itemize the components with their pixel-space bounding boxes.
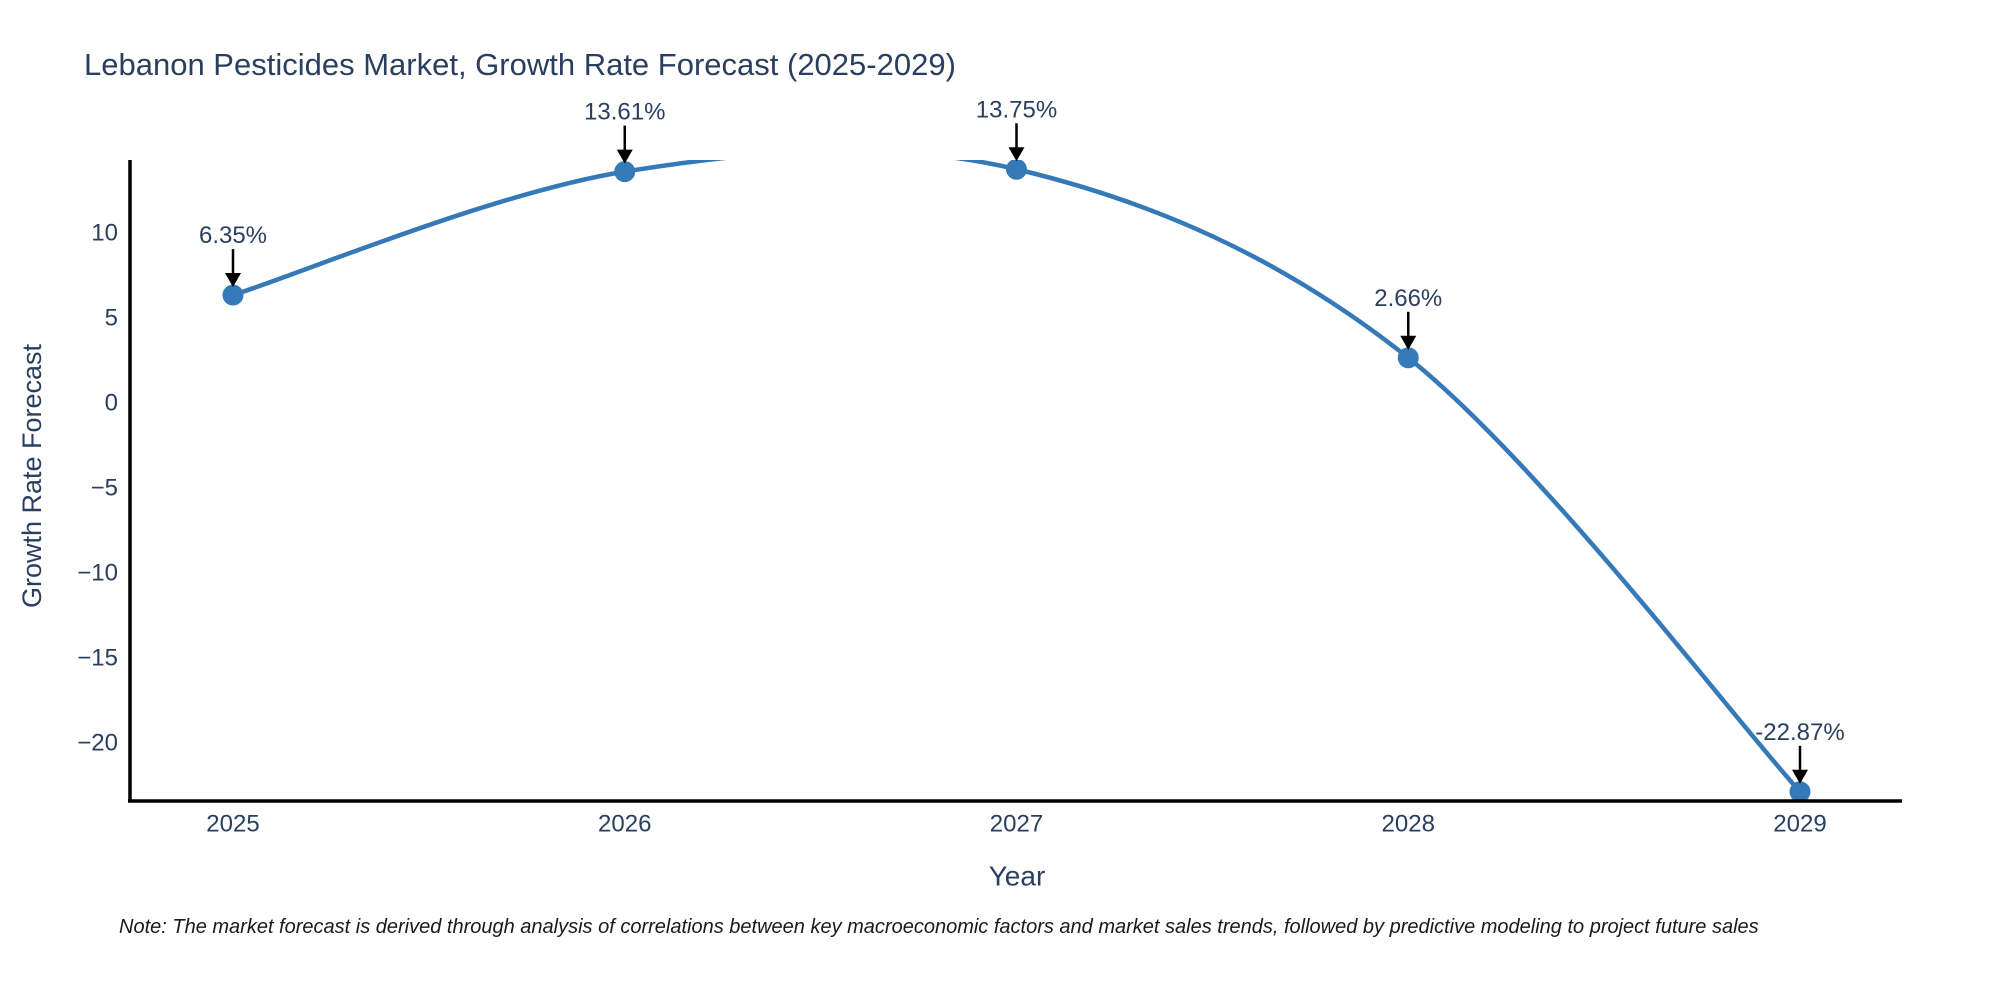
y-axis-title: Growth Rate Forecast [17,343,47,608]
axes-layer [128,160,1902,803]
annotation-arrowhead [616,149,633,164]
data-point-marker [1397,347,1419,369]
x-tick-label: 2028 [1382,811,1435,838]
footnote: Note: The market forecast is derived thr… [119,916,1759,938]
point-annotation-label: 2.66% [1374,285,1442,312]
ticks-layer: 10 5 0 −5 −10 −15 −20 2025 2026 2027 2028 2029 [77,220,1826,838]
series-layer [222,160,1811,800]
data-point-marker [1006,160,1027,180]
y-tick-label: 5 [105,305,118,332]
chart-title: Lebanon Pesticides Market, Growth Rate F… [84,47,956,82]
annotation-arrowhead [1008,147,1025,162]
y-tick-label: −15 [77,645,118,672]
annotations-layer: 6.35% 13.61% 13.75% 2.66% -22.87% [199,96,1845,784]
data-point-marker [614,161,636,183]
spline-line [230,160,1803,795]
y-tick-label: −20 [77,730,118,757]
x-tick-label: 2029 [1773,811,1826,838]
y-tick-label: −5 [91,475,118,502]
x-tick-label: 2027 [990,811,1043,838]
annotation-arrowhead [1792,769,1808,784]
point-annotation-label: 13.61% [584,99,665,126]
data-point-marker [222,284,244,306]
annotation-arrowhead [225,273,241,288]
annotation-arrowhead [1400,335,1417,350]
data-point-marker [1789,781,1811,800]
y-tick-label: −10 [77,560,118,587]
point-annotation-label: 6.35% [199,222,267,249]
x-tick-label: 2025 [206,811,259,838]
y-tick-label: 0 [105,390,118,417]
y-tick-label: 10 [91,220,118,247]
x-axis-title: Year [989,861,1046,892]
point-annotation-label: -22.87% [1755,719,1844,746]
x-tick-label: 2026 [598,811,651,838]
point-annotation-label: 13.75% [976,96,1057,123]
